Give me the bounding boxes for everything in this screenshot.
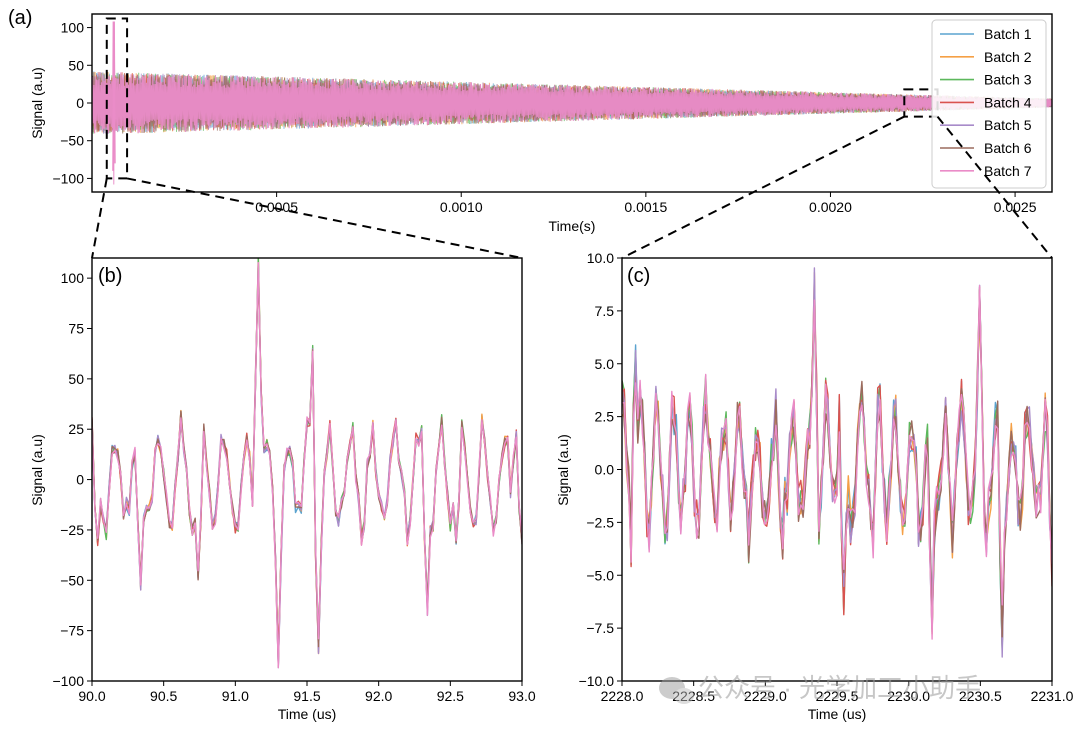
x-tick-label: 2229.5 <box>816 688 859 704</box>
y-tick-label: 0.0 <box>595 462 615 478</box>
series-line-batch-6 <box>92 270 522 667</box>
panel-a-xlabel: Time(s) <box>549 218 596 234</box>
zoom-connectors <box>91 115 1053 259</box>
y-tick-label: −7.5 <box>586 620 614 636</box>
x-tick-label: 0.0020 <box>809 199 852 215</box>
panel-c-ylabel: Signal (a.u) <box>555 434 571 506</box>
panel-a-x-axis: 0.0005 0.0010 0.0015 0.0020 0.0025 <box>255 192 1037 215</box>
panel-a-y-axis: 100 50 0 −50 −100 <box>52 20 92 186</box>
legend-entry: Batch 4 <box>984 94 1032 110</box>
y-tick-label: 0 <box>76 472 84 488</box>
y-tick-label: 100 <box>61 20 85 36</box>
y-tick-label: 50 <box>68 57 84 73</box>
y-tick-label: 5.0 <box>595 356 615 372</box>
x-tick-label: 2231.0 <box>1031 688 1074 704</box>
panel-c-series <box>622 267 1052 658</box>
legend: Batch 1 Batch 2 Batch 3 Batch 4 Batch 5 Batch… <box>931 19 1047 189</box>
watermark: 公众号 · 光学加工小助手 <box>659 673 981 704</box>
x-tick-label: 90.5 <box>150 688 177 704</box>
y-tick-label: −50 <box>60 572 84 588</box>
x-tick-label: 2229.0 <box>744 688 787 704</box>
panel-b-series <box>92 258 522 669</box>
x-tick-label: 2230.5 <box>959 688 1002 704</box>
y-tick-label: 100 <box>61 270 85 286</box>
y-tick-label: 7.5 <box>595 303 615 319</box>
series-line-batch-3 <box>92 258 522 659</box>
x-tick-label: 0.0005 <box>255 199 298 215</box>
legend-entry: Batch 7 <box>984 163 1032 179</box>
series-line-batch-7 <box>92 262 522 669</box>
zoom-connector-b-left <box>91 178 108 259</box>
zoom-connector-c-right <box>936 115 1053 259</box>
y-tick-label: −10.0 <box>579 673 615 689</box>
y-tick-label: 0 <box>76 95 84 111</box>
panel-c-xlabel: Time (us) <box>808 706 867 722</box>
wechat-icon <box>659 677 694 704</box>
series-line-batch-7 <box>92 21 1052 185</box>
panel-label-c: (c) <box>627 265 650 287</box>
y-tick-label: −100 <box>52 170 84 186</box>
panel-b-frame <box>91 257 523 682</box>
panel-a-ylabel: Signal (a.u) <box>29 67 45 139</box>
watermark-text: 公众号 · 光学加工小助手 <box>698 673 981 703</box>
panel-a-series <box>92 21 1052 185</box>
legend-entry: Batch 2 <box>984 49 1032 65</box>
x-tick-label: 0.0025 <box>994 199 1037 215</box>
legend-entry: Batch 3 <box>984 72 1032 88</box>
x-tick-label: 90.0 <box>78 688 105 704</box>
x-tick-label: 0.0010 <box>440 199 483 215</box>
y-tick-label: −75 <box>60 623 84 639</box>
y-tick-label: −2.5 <box>586 514 614 530</box>
panel-b-y-axis: 100 75 50 25 0 −25 −50 −75 −100 <box>52 270 92 689</box>
panel-b-x-axis: 90.0 90.5 91.0 91.5 92.0 92.5 93.0 <box>78 681 536 704</box>
x-tick-label: 91.5 <box>293 688 320 704</box>
panel-b-ylabel: Signal (a.u) <box>29 434 45 506</box>
legend-entry: Batch 6 <box>984 140 1032 156</box>
y-tick-label: 10.0 <box>587 250 614 266</box>
zoom-connector-b-right <box>126 177 523 259</box>
x-tick-label: 92.5 <box>437 688 464 704</box>
panel-a: (a) 0.0005 0.0010 0.0015 0.0020 0.0025 100 50… <box>8 7 1053 234</box>
panel-b-xlabel: Time (us) <box>278 706 337 722</box>
panel-c-x-axis: 2228.02228.52229.02229.52230.02230.52231… <box>601 681 1074 704</box>
panel-c-y-axis: 10.0 7.5 5.0 2.5 0.0 −2.5 −5.0 −7.5 −10.0 <box>579 250 622 689</box>
y-tick-label: 50 <box>68 371 84 387</box>
series-line-batch-1 <box>92 260 522 666</box>
x-tick-label: 92.0 <box>365 688 392 704</box>
y-tick-label: 2.5 <box>595 409 615 425</box>
x-tick-label: 2228.0 <box>601 688 644 704</box>
y-tick-label: −50 <box>60 133 84 149</box>
y-tick-label: −25 <box>60 522 84 538</box>
peak-spike <box>112 21 116 171</box>
series-line-batch-7 <box>622 284 1052 640</box>
legend-entry: Batch 1 <box>984 26 1032 42</box>
y-tick-label: −5.0 <box>586 567 614 583</box>
y-tick-label: 25 <box>68 421 84 437</box>
x-tick-label: 2230.0 <box>887 688 930 704</box>
x-tick-label: 0.0015 <box>624 199 667 215</box>
panel-label-a: (a) <box>8 7 32 29</box>
x-tick-label: 93.0 <box>508 688 535 704</box>
zoom-connector-c-left <box>621 115 905 259</box>
panel-label-b: (b) <box>98 265 122 287</box>
series-line-batch-5 <box>92 262 522 669</box>
y-tick-label: −100 <box>52 673 84 689</box>
y-tick-label: 75 <box>68 321 84 337</box>
series-line-batch-2 <box>92 258 522 657</box>
x-tick-label: 91.0 <box>222 688 249 704</box>
legend-entry: Batch 5 <box>984 117 1032 133</box>
panel-c: (c) 2228.02228.52229.02229.52230.02230.5… <box>555 250 1074 722</box>
panel-b: (b) 90.0 90.5 91.0 91.5 92.0 92.5 93.0 100 75 50… <box>29 257 536 722</box>
series-line-batch-4 <box>92 271 522 655</box>
